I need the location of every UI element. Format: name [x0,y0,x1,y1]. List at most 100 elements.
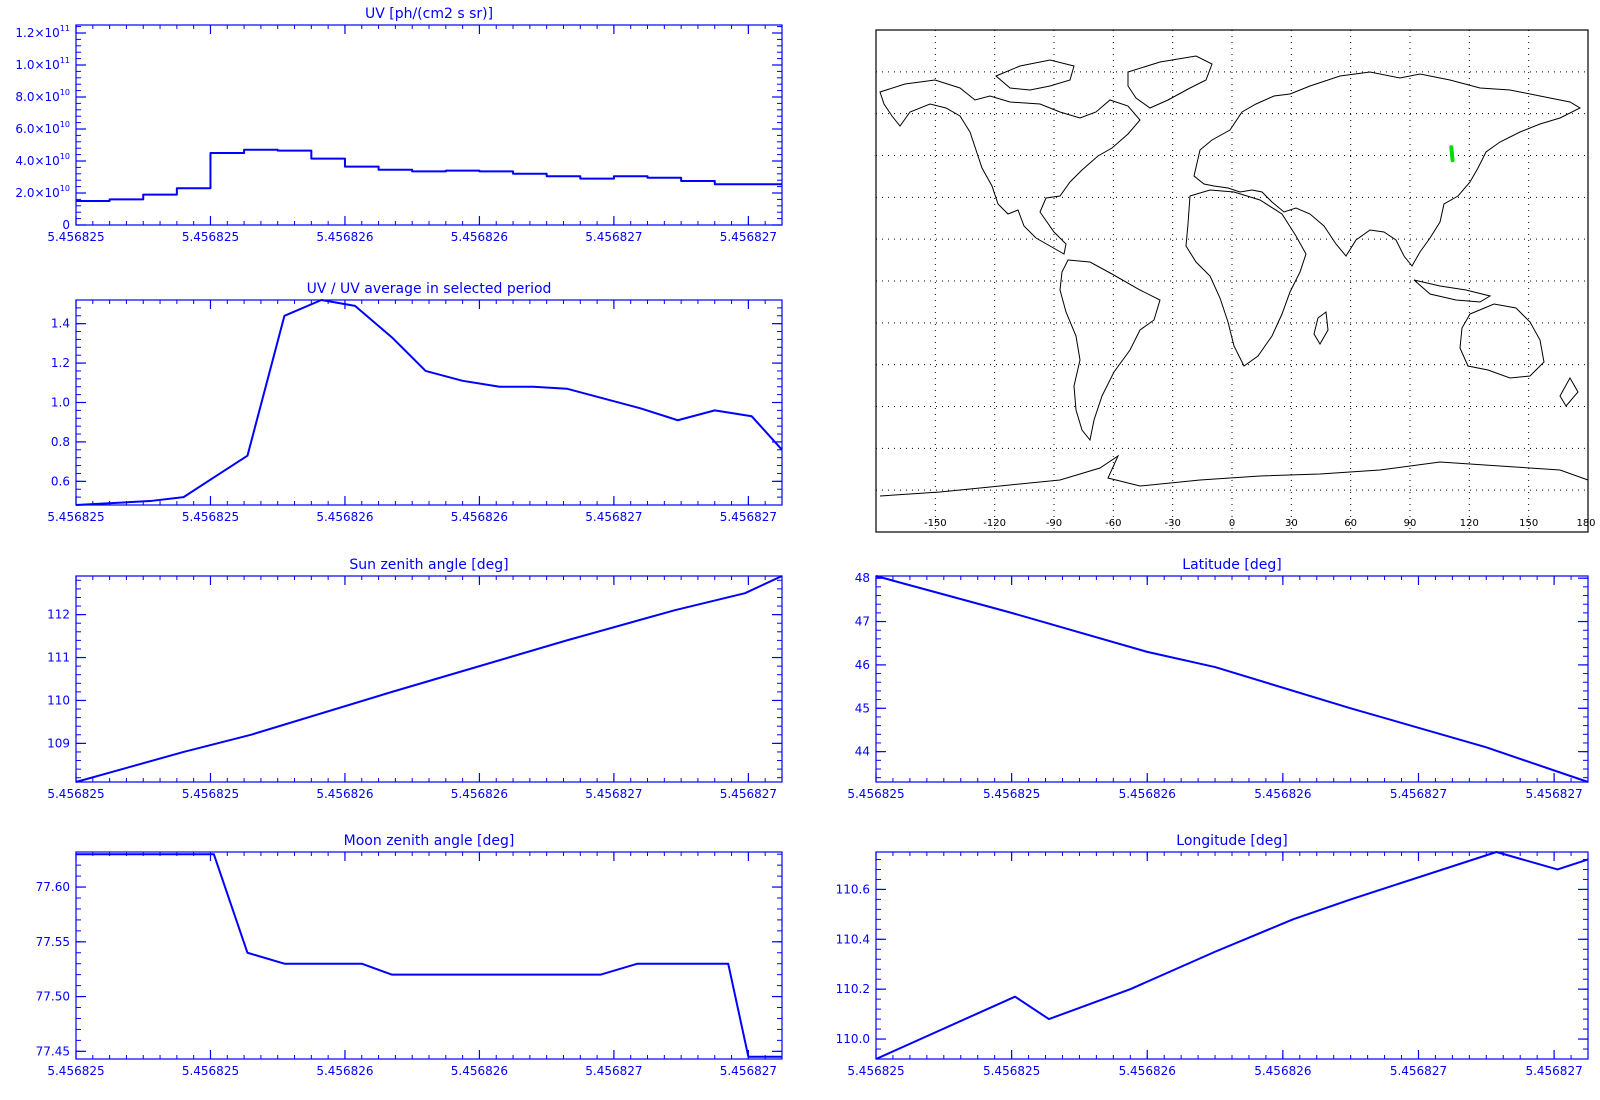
y-tick-label: 1.2×1011 [15,24,70,40]
x-tick-label: 5.456825 [182,787,239,801]
series-line [875,575,1589,783]
x-tick-label: 5.456826 [451,510,508,524]
x-tick-label: 5.456827 [585,510,642,524]
x-tick-label: 5.456826 [1254,787,1311,801]
y-tick-label: 109 [47,736,70,750]
map-lon-label: 90 [1404,518,1417,529]
x-tick-label: 5.456826 [1119,787,1176,801]
y-tick-label: 77.55 [36,935,70,949]
x-tick-label: 5.456825 [47,510,104,524]
coastline-new-zealand [1559,376,1579,407]
y-tick-label: 110.6 [836,882,870,896]
latitude-chart: Latitude [deg] 5.456825 5.456825 5.456826 5.… [847,557,1589,801]
coastline-greenland [1127,55,1213,109]
coastline-north-america [879,79,1141,255]
y-tick-label: 77.45 [36,1044,70,1058]
map-lon-label: -150 [924,518,947,529]
y-tick-label: 0 [62,218,70,232]
map-lon-label: -60 [1105,518,1121,529]
x-tick-label: 5.456826 [1119,1064,1176,1078]
x-tick-label: 5.456827 [1525,1064,1582,1078]
map-coastlines [879,55,1589,497]
x-tick-label: 5.456827 [585,1064,642,1078]
x-tick-label: 5.456826 [451,230,508,244]
chart-title: UV / UV average in selected period [307,281,552,297]
x-tick-label: 5.456825 [47,1064,104,1078]
coastline-eurasia [1193,71,1582,267]
y-tick-label: 1.0×1011 [15,56,70,72]
x-tick-label: 5.456826 [1254,1064,1311,1078]
x-tick-label: 5.456826 [451,787,508,801]
x-tick-label: 5.456826 [451,1064,508,1078]
x-tick-label: 5.456827 [720,1064,777,1078]
uv-ratio-chart: UV / UV average in selected period 5.4568… [47,281,783,524]
x-tick-label: 5.456825 [47,230,104,244]
y-tick-label: 1.2 [51,356,70,370]
y-tick-label: 110.2 [836,982,870,996]
y-tick-label: 110 [47,693,70,707]
series-line [76,148,782,202]
y-tick-label: 46 [855,658,870,672]
x-tick-label: 5.456826 [316,230,373,244]
chart-title: UV [ph/(cm2 s sr)] [365,6,493,22]
moon-zenith-chart: Moon zenith angle [deg] 5.456825 5.456825 5… [36,833,783,1078]
coastline-africa [1185,189,1307,367]
x-tick-label: 5.456825 [983,787,1040,801]
longitude-chart: Longitude [deg] 5.456825 5.456825 5.456826 5… [836,833,1589,1078]
chart-title: Latitude [deg] [1182,557,1281,573]
y-tick-label: 111 [47,651,70,665]
y-tick-label: 110.4 [836,932,870,946]
map-lon-label: 60 [1344,518,1357,529]
chart-title: Sun zenith angle [deg] [349,557,508,573]
x-tick-label: 5.456827 [1525,787,1582,801]
series-line [75,299,783,506]
chart-title: Moon zenith angle [deg] [344,833,515,849]
y-tick-label: 1.0 [51,396,70,410]
coastline-arctic-islands [995,59,1075,91]
y-tick-label: 44 [855,745,870,759]
map-lon-label: -30 [1164,518,1180,529]
y-tick-label: 77.60 [36,880,70,894]
x-tick-label: 5.456825 [182,230,239,244]
x-tick-label: 5.456825 [182,1064,239,1078]
x-tick-label: 5.456827 [585,787,642,801]
y-tick-label: 77.50 [36,990,70,1004]
x-tick-label: 5.456827 [1390,787,1447,801]
charts-layer: UV [ph/(cm2 s sr)] 5.456825 5.456825 5.4568… [15,6,1589,1078]
series-line [76,853,782,1058]
x-tick-label: 5.456826 [316,787,373,801]
y-tick-label: 47 [855,615,870,629]
y-tick-label: 0.8 [51,435,70,449]
series-line [75,575,783,783]
map-lon-label: -120 [983,518,1006,529]
coastline-indonesia [1413,279,1492,303]
x-tick-label: 5.456825 [983,1064,1040,1078]
world-map-panel: -150 -120 -90 -60 -30 0 30 60 90 120 150 180 [875,29,1596,533]
coastline-antarctica [879,454,1589,497]
y-tick-label: 48 [855,571,870,585]
map-lon-label: 180 [1576,518,1595,529]
sun-zenith-chart: Sun zenith angle [deg] 5.456825 5.456825 5.… [47,557,783,801]
map-lon-label: 120 [1460,518,1479,529]
x-tick-label: 5.456826 [316,510,373,524]
uv-chart: UV [ph/(cm2 s sr)] 5.456825 5.456825 5.4568… [15,6,783,244]
coastline-australia [1459,303,1545,379]
x-tick-label: 5.456827 [1390,1064,1447,1078]
chart-title: Longitude [deg] [1176,833,1287,849]
x-tick-label: 5.456827 [720,510,777,524]
y-tick-label: 6.0×1010 [15,120,70,136]
x-tick-label: 5.456825 [182,510,239,524]
x-tick-label: 5.456825 [847,1064,904,1078]
satellite-track [1449,145,1455,163]
x-tick-label: 5.456826 [316,1064,373,1078]
map-lon-label: 30 [1285,518,1298,529]
series-line [875,851,1589,1060]
map-longitude-labels: -150 -120 -90 -60 -30 0 30 60 90 120 150 180 [924,518,1596,529]
x-tick-label: 5.456827 [720,787,777,801]
y-tick-label: 1.4 [51,317,70,331]
y-tick-label: 2.0×1010 [15,184,70,200]
coastline-madagascar [1313,311,1329,345]
y-tick-label: 112 [47,608,70,622]
x-tick-label: 5.456827 [720,230,777,244]
